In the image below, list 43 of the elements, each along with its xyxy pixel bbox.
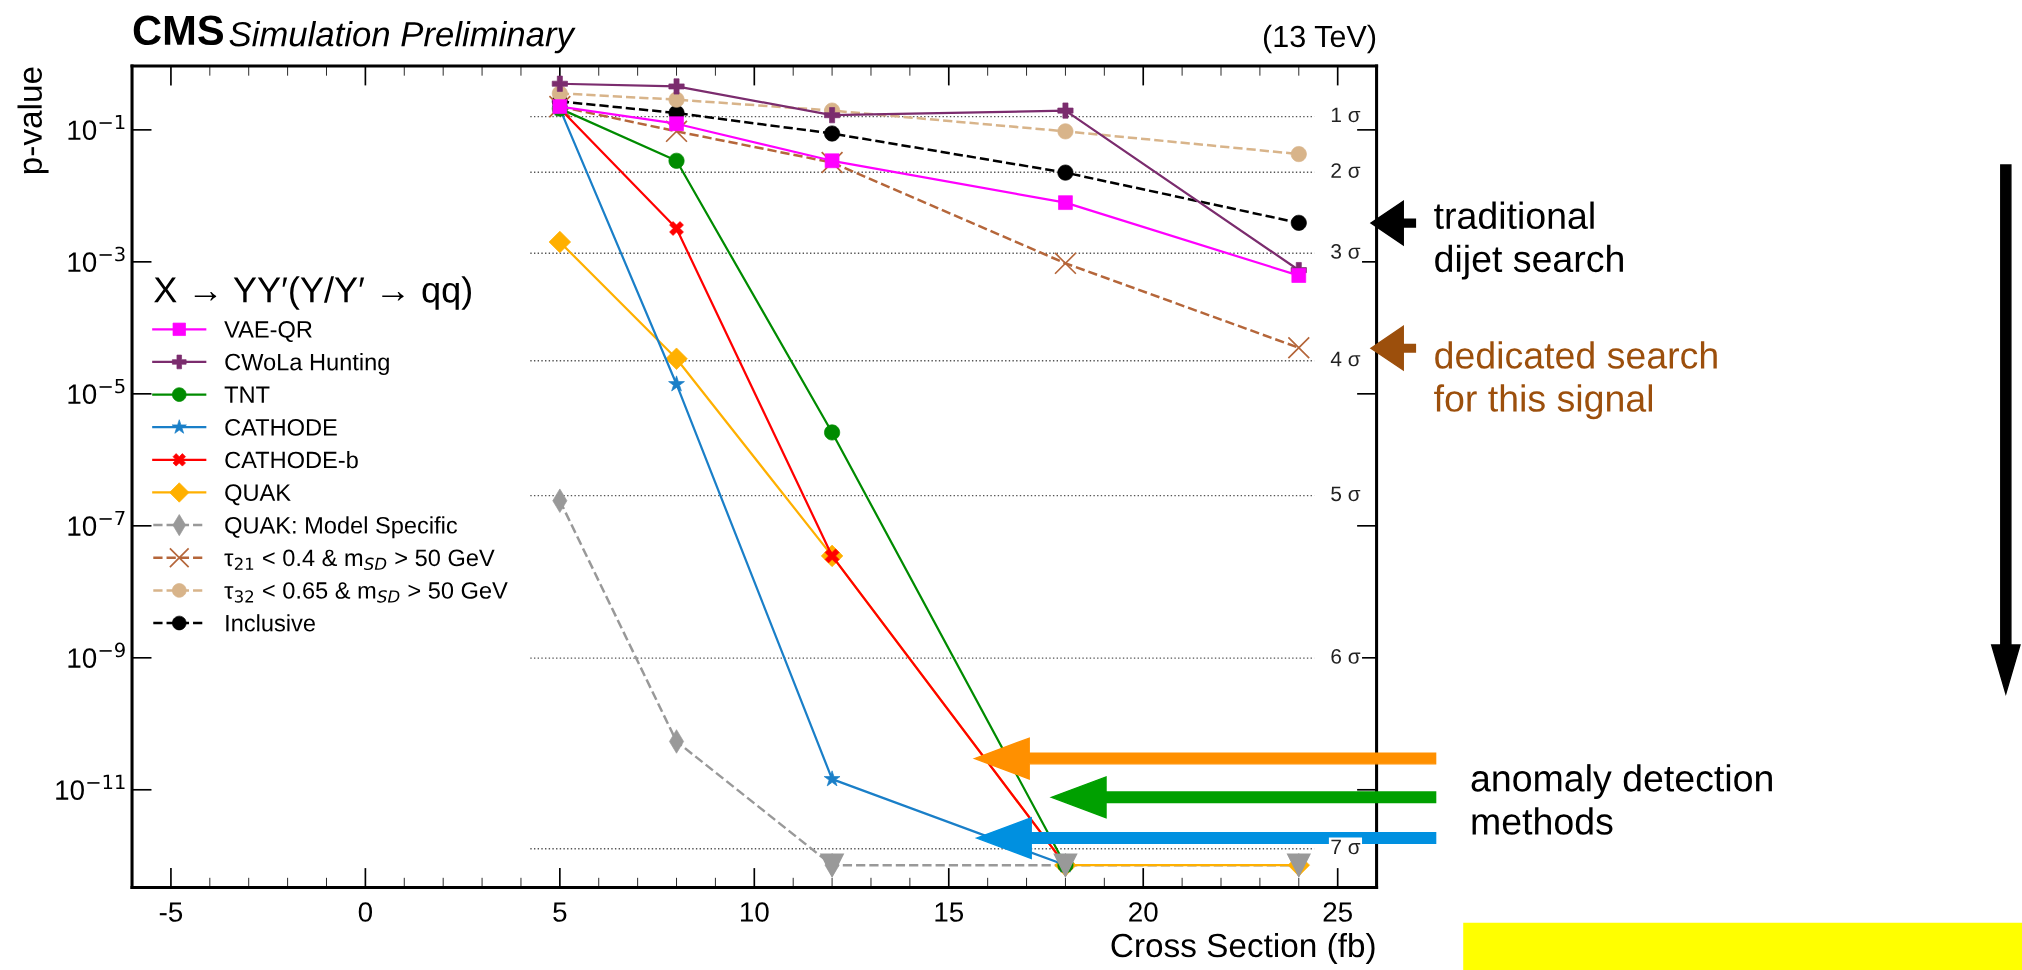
y-tick-label: 10$^{−3}$ [68,246,125,272]
legend-label: QUAK: Model Specific [225,516,458,539]
x-tick-label: 0 [358,902,373,922]
legend-label: QUAK [225,484,291,506]
text: anomaly detection methods [1471,764,1772,835]
legend-label: VAE-QR [224,321,312,343]
point [1287,336,1311,359]
point [1058,195,1073,210]
text: (13 TeV) [1263,24,1376,54]
ref-line-label: 7 σ [1331,839,1361,855]
y-tick-label: 10$^{−5}$ [68,378,125,404]
chart-title: CMS [133,15,223,46]
legend-title: X → YY′(Y/Y′ → qq) [154,276,471,310]
y-tick-label: 10$^{−1}$ [68,114,125,141]
legend-label: τ$_{32}$ < 0.65 & m$_{SD}$ > 50 GeV [224,582,508,603]
y-axis-title: p-value [17,67,49,174]
x-tick-label: 20 [1129,902,1158,922]
legend-label: TNT [224,386,270,403]
x-tick-label: -5 [159,902,183,922]
point [820,853,844,877]
x-axis-title: Cross Section (fb) [1111,932,1375,964]
ref-line-label: 4 σ [1330,351,1361,367]
y-tick-label: 10$^{−11}$ [56,774,125,800]
point [1054,252,1077,275]
chart-subtitle: Simulation Preliminary [229,20,576,54]
legend-label: CATHODE [225,418,337,436]
ref-line-label: 3 σ [1331,244,1361,259]
legend-label: τ$_{21}$ < 0.4 & m$_{SD}$ > 50 GeV [224,549,495,571]
ref-line-label: 6 σ [1331,649,1361,664]
legend-label: CWoLa Hunting [225,353,389,376]
legend-label: Inclusive [226,614,315,632]
y-tick-label: 10$^{−9}$ [68,642,125,668]
ref-line-label: 1 σ [1331,107,1361,123]
text: traditional dijet search [1434,201,1623,280]
x-tick-label: 25 [1323,902,1352,922]
x-tick-label: 10 [740,902,769,922]
legend-label: CATHODE-b [225,451,358,469]
text: dedicated search for this signal [1434,341,1717,420]
x-tick-label: 15 [935,902,964,922]
y-tick-label: 10$^{−7}$ [68,510,125,536]
ref-line-label: 2 σ [1331,163,1361,178]
x-tick-label: 5 [553,902,567,922]
ref-line-label: 5 σ [1331,486,1361,502]
